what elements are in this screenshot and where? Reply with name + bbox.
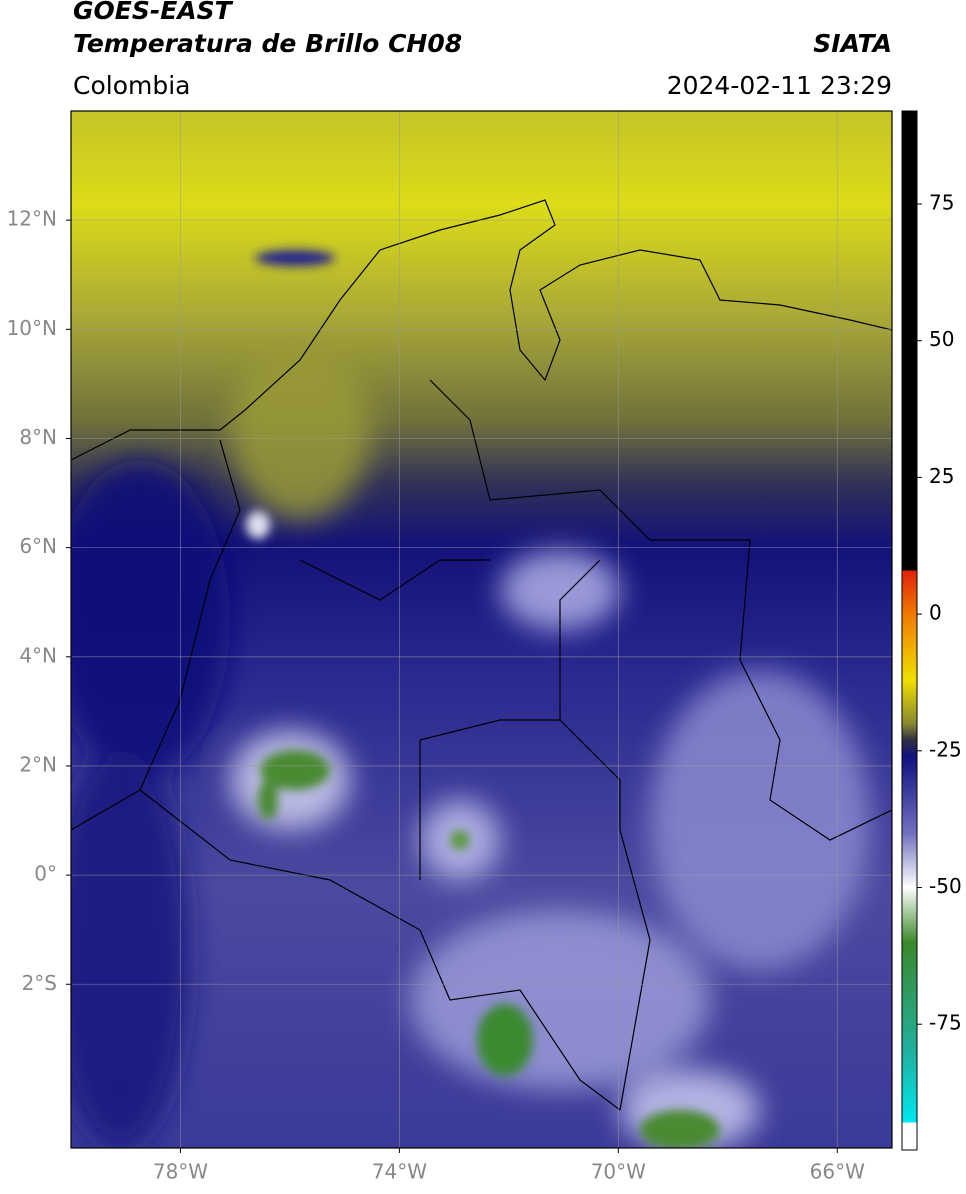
y-tick-label: 6°N — [19, 534, 57, 558]
x-tick-label: 70°W — [591, 1160, 646, 1184]
x-tick-label: 66°W — [810, 1160, 865, 1184]
y-tick-label: 2°N — [19, 752, 57, 776]
colorbar-tick-label: -75 — [929, 1011, 962, 1035]
subtitle: Temperatura de Brillo CH08 — [73, 29, 462, 58]
datetime: 2024-02-11 23:29 — [667, 71, 892, 100]
satellite-image — [71, 111, 892, 1148]
title: GOES-EAST — [73, 0, 234, 25]
colorbar — [901, 110, 918, 1151]
y-tick-label: 8°N — [19, 425, 57, 449]
y-tick-label: 4°N — [19, 643, 57, 667]
colorbar-tick-label: 75 — [929, 190, 954, 214]
colorbar-tick-label: -50 — [929, 874, 962, 898]
colorbar-tick-label: 0 — [929, 601, 942, 625]
y-tick-label: 12°N — [7, 207, 57, 231]
colorbar-tick-label: 50 — [929, 327, 954, 351]
y-tick-label: 0° — [34, 862, 57, 886]
source: SIATA — [813, 29, 892, 58]
region: Colombia — [73, 71, 190, 100]
colorbar-tick-label: 25 — [929, 464, 954, 488]
grid — [71, 111, 892, 1148]
x-tick-label: 78°W — [153, 1160, 208, 1184]
x-tick-label: 74°W — [372, 1160, 427, 1184]
colorbar-tick-label: -25 — [929, 737, 962, 761]
map-frame — [70, 110, 893, 1149]
y-tick-label: 2°S — [22, 971, 57, 995]
y-tick-label: 10°N — [7, 316, 57, 340]
